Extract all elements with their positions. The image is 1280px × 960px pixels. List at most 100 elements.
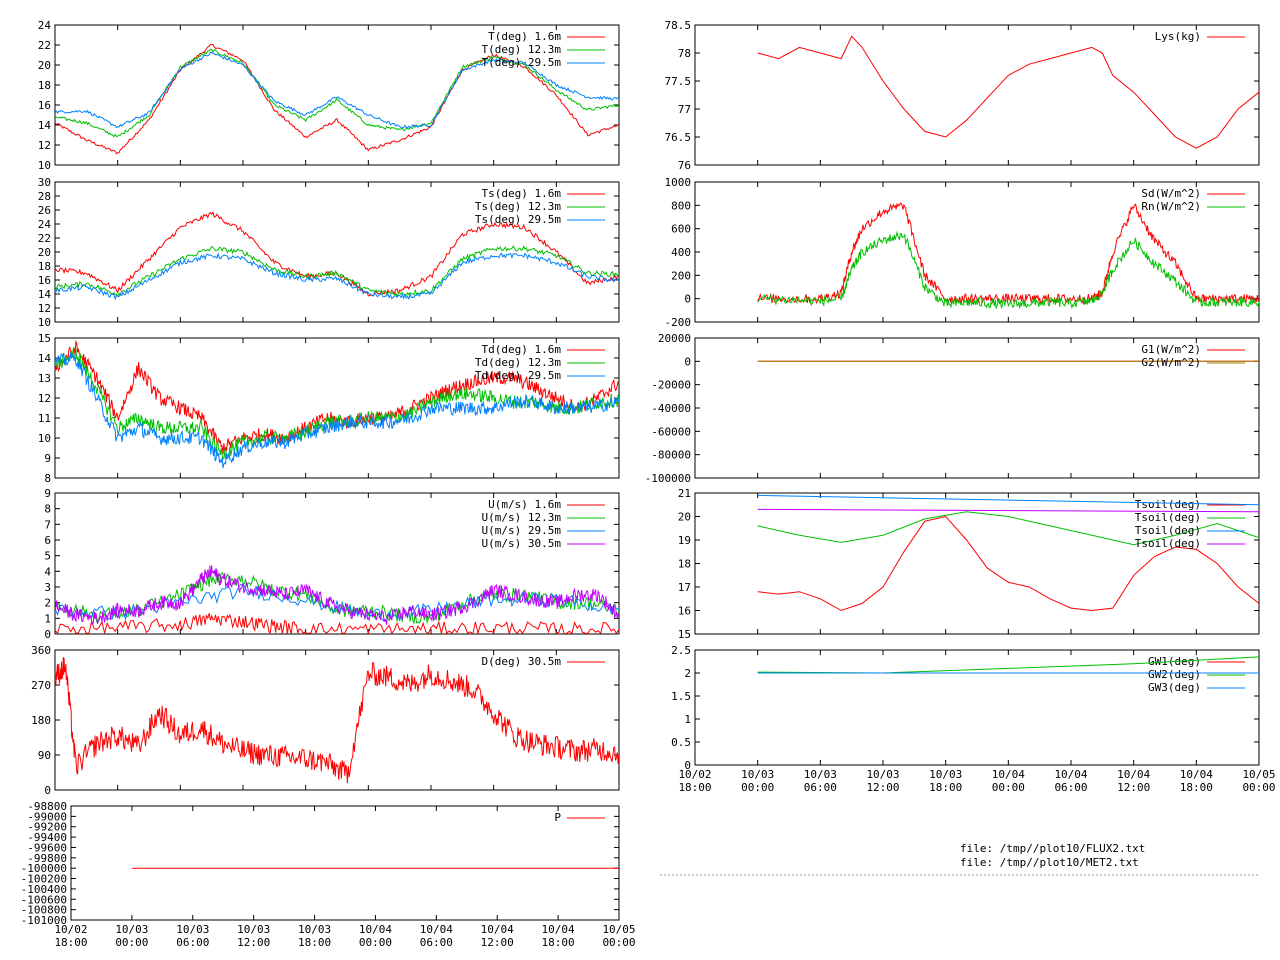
series-line bbox=[757, 494, 1259, 506]
y-tick-label: -101000 bbox=[21, 914, 67, 927]
plot-frame bbox=[694, 24, 1260, 166]
y-tick-label: 200 bbox=[671, 269, 691, 282]
y-tick-label: 1 bbox=[44, 612, 51, 625]
y-tick-label: 3 bbox=[44, 581, 51, 594]
x-tick-label: 18:00 bbox=[54, 936, 87, 949]
footer-divider bbox=[660, 874, 1260, 876]
y-tick-label: 20 bbox=[678, 511, 691, 524]
y-tick-label: 78.5 bbox=[665, 19, 692, 32]
x-tick-label: 06:00 bbox=[420, 936, 453, 949]
x-tick-label: 18:00 bbox=[678, 781, 711, 794]
y-tick-label: 90 bbox=[38, 749, 51, 762]
y-tick-label: 76 bbox=[678, 159, 691, 172]
chart-gw: 00.511.522.510/0218:0010/0300:0010/0306:… bbox=[671, 644, 1275, 794]
x-tick-label: 10/04 bbox=[542, 923, 575, 936]
y-tick-label: 1 bbox=[684, 713, 691, 726]
series-line bbox=[55, 613, 619, 634]
y-tick-label: -100200 bbox=[21, 873, 67, 886]
legend-label: T(deg) 12.3m bbox=[482, 43, 562, 56]
series-line bbox=[757, 508, 1259, 513]
chart-dir: 0 90 180 270 360 D(deg) 30.5m bbox=[31, 644, 620, 797]
y-tick-label: 10 bbox=[38, 432, 51, 445]
plot-frame bbox=[70, 805, 620, 921]
y-tick-label: -100000 bbox=[21, 862, 67, 875]
y-tick-label: 18 bbox=[38, 79, 51, 92]
y-tick-label: 24 bbox=[38, 19, 52, 32]
y-tick-label: 77.5 bbox=[665, 75, 692, 88]
y-tick-label: -80000 bbox=[651, 449, 691, 462]
y-tick-label: -99200 bbox=[27, 821, 67, 834]
y-tick-label: 0 bbox=[684, 293, 691, 306]
y-tick-label: 24 bbox=[38, 218, 52, 231]
plot-frame bbox=[54, 492, 620, 635]
x-tick-label: 18:00 bbox=[298, 936, 331, 949]
y-tick-label: 12 bbox=[38, 302, 51, 315]
legend-label: Rn(W/m^2) bbox=[1141, 200, 1201, 213]
x-tick-label: 10/03 bbox=[929, 768, 962, 781]
y-tick-label: 0 bbox=[684, 355, 691, 368]
y-tick-label: -20000 bbox=[651, 379, 691, 392]
legend-label: Tsoil(deg) bbox=[1135, 498, 1201, 511]
legend-label: U(m/s) 1.6m bbox=[488, 498, 561, 511]
y-tick-label: 78 bbox=[678, 47, 691, 60]
x-tick-label: 10/04 bbox=[481, 923, 514, 936]
x-tick-label: 10/03 bbox=[176, 923, 209, 936]
y-tick-label: 15 bbox=[678, 628, 691, 641]
y-tick-label: 22 bbox=[38, 39, 51, 52]
chart-pres: -101000-100800-100600-100400-100200-1000… bbox=[21, 800, 636, 949]
y-tick-label: 77 bbox=[678, 103, 691, 116]
y-tick-label: 21 bbox=[678, 487, 691, 500]
x-tick-label: 10/03 bbox=[866, 768, 899, 781]
y-tick-label: 11 bbox=[38, 412, 51, 425]
y-tick-label: 20 bbox=[38, 59, 51, 72]
legend-label: G1(W/m^2) bbox=[1141, 343, 1201, 356]
y-tick-label: -100400 bbox=[21, 883, 67, 896]
x-tick-label: 10/03 bbox=[115, 923, 148, 936]
legend-label: P bbox=[554, 811, 561, 824]
y-tick-label: 76.5 bbox=[665, 131, 692, 144]
x-tick-label: 06:00 bbox=[176, 936, 209, 949]
y-tick-label: 9 bbox=[44, 487, 51, 500]
x-tick-label: 10/03 bbox=[298, 923, 331, 936]
file-label-flux: file: /tmp//plot10/FLUX2.txt bbox=[960, 842, 1146, 855]
series-line bbox=[55, 565, 619, 626]
y-tick-label: -100800 bbox=[21, 904, 67, 917]
legend-label: Tsoil(deg) bbox=[1135, 511, 1201, 524]
y-tick-label: -99000 bbox=[27, 810, 67, 823]
x-tick-label: 10/03 bbox=[741, 768, 774, 781]
series-line bbox=[757, 202, 1259, 305]
legend-label: U(m/s) 29.5m bbox=[482, 524, 562, 537]
x-tick-label: 00:00 bbox=[602, 936, 635, 949]
y-tick-label: 16 bbox=[678, 605, 691, 618]
x-tick-label: 10/04 bbox=[1054, 768, 1087, 781]
legend-label: Ts(deg) 12.3m bbox=[475, 200, 561, 213]
y-tick-label: 20 bbox=[38, 246, 51, 259]
y-tick-label: 2.5 bbox=[671, 644, 691, 657]
series-line bbox=[55, 245, 619, 298]
legend-label: T(deg) 29.5m bbox=[482, 56, 562, 69]
y-tick-label: 8 bbox=[44, 472, 51, 485]
legend-label: U(m/s) 12.3m bbox=[482, 511, 562, 524]
x-tick-label: 10/04 bbox=[359, 923, 392, 936]
y-tick-label: 22 bbox=[38, 232, 51, 245]
legend-label: T(deg) 1.6m bbox=[488, 30, 561, 43]
x-tick-label: 10/03 bbox=[804, 768, 837, 781]
y-tick-label: 17 bbox=[678, 581, 691, 594]
x-tick-label: 00:00 bbox=[115, 936, 148, 949]
x-tick-label: 10/04 bbox=[992, 768, 1025, 781]
plot-frame bbox=[694, 649, 1260, 766]
y-tick-label: 4 bbox=[44, 565, 51, 578]
y-tick-label: 16 bbox=[38, 99, 51, 112]
x-tick-label: 00:00 bbox=[741, 781, 774, 794]
y-tick-label: 9 bbox=[44, 452, 51, 465]
file-label-met: file: /tmp//plot10/MET2.txt bbox=[960, 856, 1139, 869]
y-tick-label: -40000 bbox=[651, 402, 691, 415]
legend-label: U(m/s) 30.5m bbox=[482, 537, 562, 550]
y-tick-label: -200 bbox=[665, 316, 692, 329]
legend-label: Td(deg) 12.3m bbox=[475, 356, 561, 369]
series-line bbox=[757, 35, 1259, 149]
